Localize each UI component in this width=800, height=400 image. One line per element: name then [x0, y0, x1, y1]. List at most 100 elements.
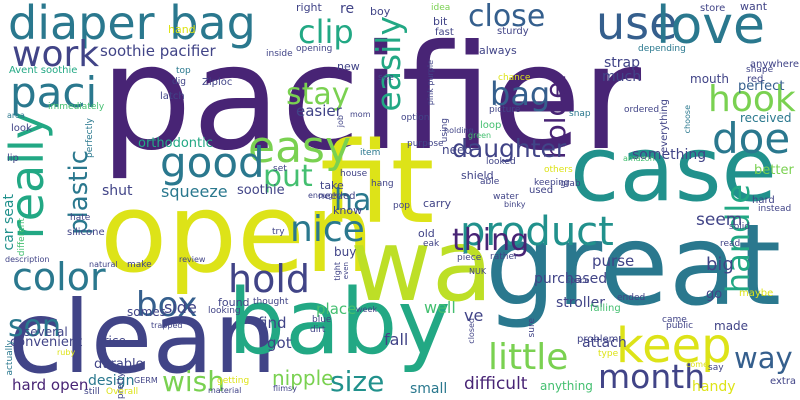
word-product: product	[460, 209, 614, 255]
word-job: job	[336, 115, 345, 128]
word-thought: thought	[253, 297, 289, 307]
word-hang: hang	[371, 179, 394, 189]
word-dirt: dirt	[310, 325, 326, 335]
word-design: design	[88, 373, 135, 389]
word-stay: stay	[286, 77, 350, 112]
word-space: space	[566, 276, 590, 285]
word-store: store	[700, 3, 726, 14]
word-needed: needed	[318, 191, 356, 202]
word-maybe: maybe	[739, 288, 774, 299]
word-ha: ha	[334, 183, 372, 218]
word-purpose: purpose	[407, 139, 444, 149]
word-week: week	[356, 305, 378, 314]
word-instead: instead	[758, 204, 792, 214]
word-ve: ve	[464, 306, 484, 325]
word-read: read	[720, 239, 741, 249]
word-put: put	[263, 159, 313, 194]
word-looking: looking	[208, 306, 241, 316]
word-binky: binky	[504, 200, 526, 209]
word-top: top	[176, 66, 191, 76]
word-open: open	[100, 169, 375, 297]
word-looked: looked	[486, 157, 516, 167]
word-re: re	[340, 1, 355, 17]
word-wa: wa	[350, 207, 494, 324]
word-piece: piece	[457, 253, 482, 263]
word-lip: lip	[7, 153, 19, 164]
word-difficult: difficult	[464, 374, 528, 394]
word-shape: shape	[746, 65, 774, 75]
word-attach: attach	[582, 335, 627, 351]
word-everything: everything	[659, 99, 670, 153]
word-soothie-pacifier: soothie pacifier	[100, 42, 216, 60]
word-old: old	[418, 227, 435, 240]
word-price: price	[96, 334, 126, 348]
word-sure: sure	[527, 318, 537, 338]
word-type: type	[598, 349, 619, 359]
word-use: use	[596, 0, 678, 50]
word-mom: mom	[350, 110, 371, 119]
word-option: option	[401, 113, 430, 123]
word-much: much	[602, 69, 642, 85]
word-bag: bag	[490, 75, 551, 113]
word-good: good	[160, 138, 265, 187]
word-germ: GERM	[134, 376, 158, 385]
word-better: better	[754, 163, 794, 178]
word-convenient: convenient	[10, 335, 83, 350]
word-find: find	[258, 314, 287, 332]
word-nice: nice	[290, 209, 365, 250]
word-chance: chance	[498, 73, 531, 83]
word-came: came	[662, 315, 687, 325]
word-even: even	[342, 262, 350, 280]
word-ruby: ruby	[57, 348, 76, 357]
word-anything: anything	[540, 379, 593, 393]
word-diaper-bag: diaper bag	[8, 0, 256, 50]
word-used: used	[529, 185, 554, 196]
word-holding: holding	[444, 126, 474, 135]
word-boy: boy	[370, 5, 391, 18]
word-right: right	[296, 1, 322, 14]
word-handy: handy	[692, 379, 736, 395]
word-go: go	[706, 287, 723, 302]
word-grab: grab	[560, 179, 581, 189]
word-hard: hard	[752, 195, 775, 206]
word-easily: easily	[369, 16, 408, 112]
word-silicone: silicone	[67, 227, 105, 238]
word-durable: durable	[94, 357, 144, 372]
word-case: case	[570, 117, 777, 222]
word-material: material	[208, 386, 242, 395]
word-paci: paci	[10, 68, 98, 117]
word-big: big	[706, 254, 734, 275]
word-car-seat: car seat	[1, 194, 17, 251]
word-hold: hold	[228, 257, 311, 301]
word-ziploc: Ziploc	[202, 77, 233, 88]
word-purchased: purchased	[534, 271, 608, 287]
word-side: side	[164, 298, 197, 317]
word-daughter: daughter	[452, 134, 567, 163]
word-eak: eak	[423, 239, 440, 249]
word-look: look	[11, 123, 32, 134]
word-seem: seem	[696, 210, 743, 230]
word-work: work	[12, 34, 100, 75]
word-red: red	[747, 74, 764, 85]
word-choose: choose	[683, 105, 692, 134]
word-son: son	[8, 309, 61, 344]
word-tight: tight	[333, 262, 342, 281]
word-perfect: perfect	[738, 79, 785, 94]
word-wish: wish	[162, 365, 226, 398]
word-keep: keep	[616, 318, 732, 374]
word-say: say	[708, 363, 724, 373]
word-place: place	[316, 300, 357, 318]
word-well: well	[424, 298, 456, 317]
word-stroller: stroller	[556, 295, 605, 311]
word-overall: Overall	[106, 387, 139, 397]
word-nipple: nipple	[272, 366, 334, 390]
word-hate: hate	[70, 213, 91, 223]
word-fit: fit	[320, 119, 435, 249]
word-fall: fall	[384, 330, 409, 349]
word-item: item	[360, 148, 381, 158]
word-need: need	[442, 143, 472, 157]
word-know: know	[333, 204, 363, 217]
word-rather: rather	[490, 252, 518, 262]
word-description: description	[5, 255, 50, 264]
